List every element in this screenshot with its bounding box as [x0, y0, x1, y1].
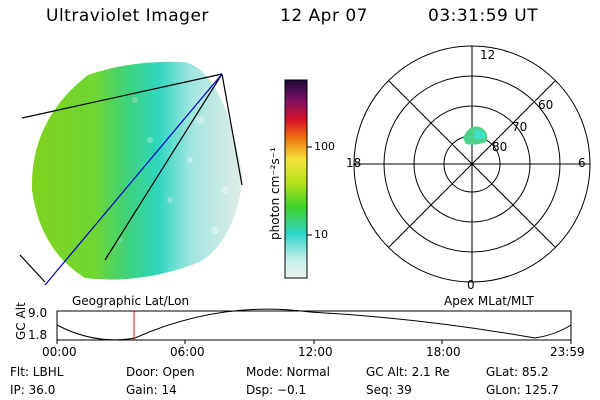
view-geometry-lines — [19, 73, 243, 286]
status-mode: Mode: Normal — [246, 365, 330, 379]
mlt-label-6: 6 — [578, 156, 586, 170]
orbit-x-tick-3: 18:00 — [426, 345, 461, 359]
orbit-y-tick-top: 9.0 — [28, 306, 48, 320]
status-dsp: Dsp: −0.1 — [246, 383, 307, 397]
orbit-right-title: Apex MLat/MLT — [444, 294, 534, 308]
status-seq: Seq: 39 — [366, 383, 412, 397]
orbit-x-tick-0: 00:00 — [42, 345, 77, 359]
colorbar-tick-100: 100 — [314, 140, 335, 153]
orbit-x-tick-4: 23:59 — [550, 345, 585, 359]
orbit-y-tick-bottom: 1.8 — [28, 328, 48, 342]
status-glon: GLon: 125.7 — [486, 383, 559, 397]
mlt-label-0: 0 — [467, 278, 475, 292]
status-gain: Gain: 14 — [126, 383, 177, 397]
date-label: 12 Apr 07 — [280, 6, 368, 26]
mlat-label-60: 60 — [538, 98, 554, 112]
colorbar-tick-10: 10 — [314, 228, 328, 241]
earth-disk — [31, 61, 243, 280]
mlat-label-70: 70 — [512, 120, 528, 134]
instrument-title: Ultraviolet Imager — [46, 6, 209, 26]
orbit-x-tick-2: 12:00 — [298, 345, 333, 359]
mlt-label-18: 18 — [346, 156, 362, 170]
orbit-left-title: Geographic Lat/Lon — [72, 294, 190, 308]
status-filter: Flt: LBHL — [10, 365, 64, 379]
orbit-x-tick-1: 06:00 — [170, 345, 205, 359]
mlt-label-12: 12 — [480, 48, 496, 62]
time-label: 03:31:59 UT — [428, 6, 539, 26]
status-door: Door: Open — [126, 365, 195, 379]
status-glat: GLat: 85.2 — [486, 365, 549, 379]
status-gc-alt: GC Alt: 2.1 Re — [366, 365, 450, 379]
mlat-label-80: 80 — [492, 140, 508, 154]
status-ip: IP: 36.0 — [10, 383, 56, 397]
orbit-y-axis-label: GC Alt — [14, 302, 28, 340]
